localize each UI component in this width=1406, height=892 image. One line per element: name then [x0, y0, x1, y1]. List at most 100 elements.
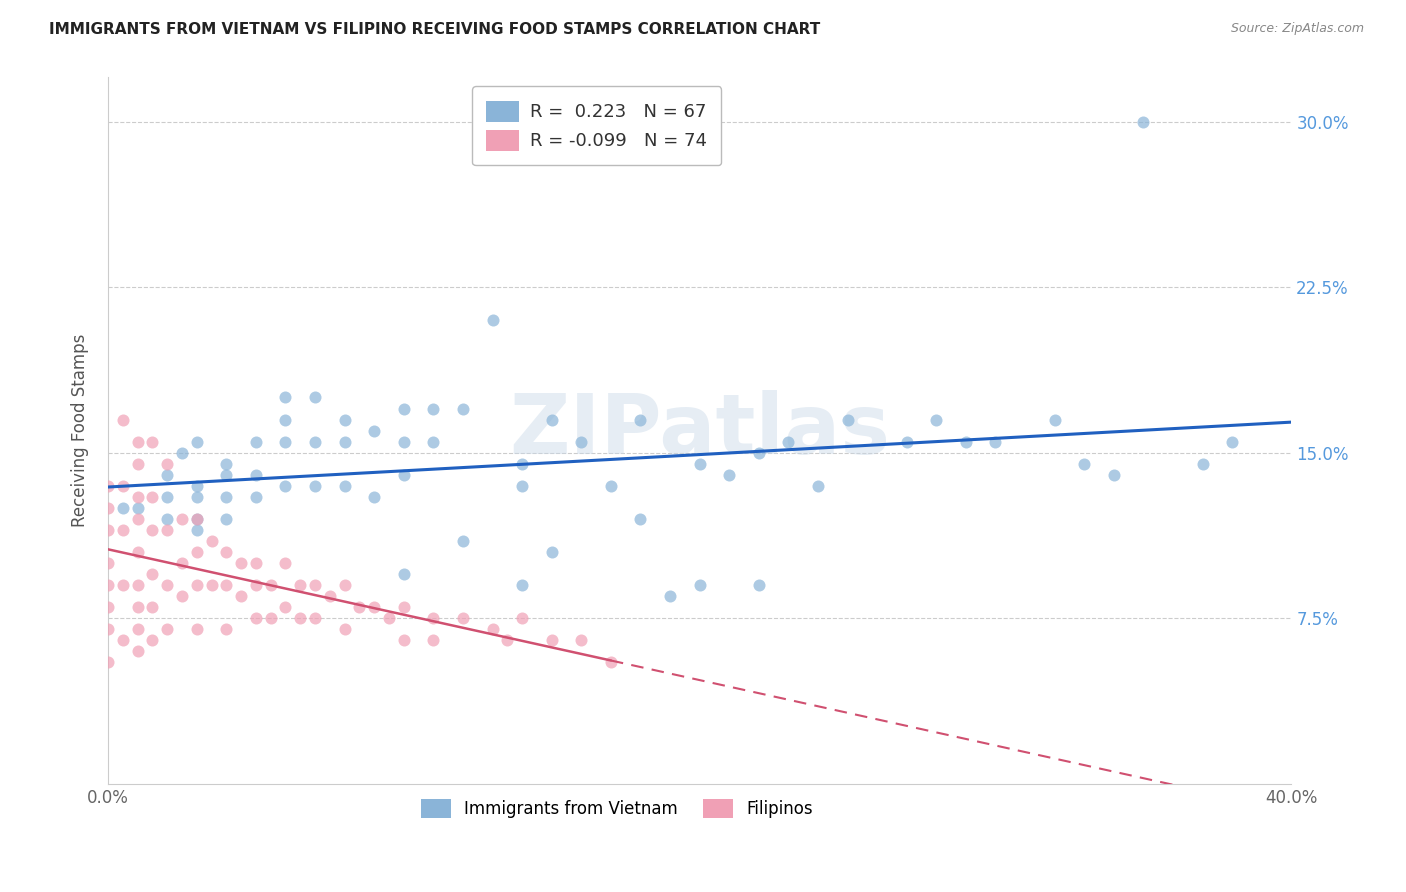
Point: [392, 401, 415, 416]
Point: [156, 490, 179, 504]
Point: [510, 611, 533, 625]
Point: [333, 479, 356, 493]
Point: [569, 434, 592, 449]
Point: [186, 523, 208, 537]
Point: [215, 545, 238, 559]
Point: [127, 545, 149, 559]
Point: [260, 611, 283, 625]
Point: [955, 434, 977, 449]
Legend: Immigrants from Vietnam, Filipinos: Immigrants from Vietnam, Filipinos: [415, 792, 820, 825]
Point: [111, 500, 134, 515]
Point: [451, 533, 474, 548]
Point: [1132, 114, 1154, 128]
Point: [290, 611, 312, 625]
Y-axis label: Receiving Food Stamps: Receiving Food Stamps: [72, 334, 89, 527]
Point: [186, 434, 208, 449]
Point: [170, 512, 193, 526]
Point: [304, 434, 326, 449]
Point: [170, 556, 193, 570]
Point: [127, 512, 149, 526]
Point: [600, 479, 623, 493]
Point: [97, 622, 120, 636]
Point: [689, 578, 711, 592]
Point: [510, 578, 533, 592]
Point: [363, 600, 385, 615]
Point: [141, 600, 163, 615]
Point: [274, 434, 297, 449]
Point: [111, 523, 134, 537]
Point: [422, 434, 444, 449]
Point: [496, 633, 519, 648]
Point: [156, 512, 179, 526]
Point: [97, 500, 120, 515]
Point: [1102, 467, 1125, 482]
Point: [392, 633, 415, 648]
Point: [186, 512, 208, 526]
Point: [245, 611, 267, 625]
Point: [141, 567, 163, 582]
Point: [156, 457, 179, 471]
Point: [333, 434, 356, 449]
Point: [97, 556, 120, 570]
Point: [290, 578, 312, 592]
Point: [170, 445, 193, 459]
Point: [260, 578, 283, 592]
Point: [186, 479, 208, 493]
Point: [186, 545, 208, 559]
Text: Source: ZipAtlas.com: Source: ZipAtlas.com: [1230, 22, 1364, 36]
Point: [245, 578, 267, 592]
Point: [111, 633, 134, 648]
Point: [510, 479, 533, 493]
Point: [97, 578, 120, 592]
Point: [304, 479, 326, 493]
Point: [97, 656, 120, 670]
Point: [215, 457, 238, 471]
Point: [392, 467, 415, 482]
Point: [451, 401, 474, 416]
Point: [363, 490, 385, 504]
Point: [778, 434, 800, 449]
Point: [319, 589, 342, 603]
Point: [689, 457, 711, 471]
Point: [304, 391, 326, 405]
Point: [245, 467, 267, 482]
Point: [392, 567, 415, 582]
Point: [170, 589, 193, 603]
Point: [333, 622, 356, 636]
Point: [156, 578, 179, 592]
Point: [141, 523, 163, 537]
Point: [540, 412, 562, 426]
Point: [274, 556, 297, 570]
Point: [718, 467, 741, 482]
Point: [215, 578, 238, 592]
Point: [1220, 434, 1243, 449]
Text: IMMIGRANTS FROM VIETNAM VS FILIPINO RECEIVING FOOD STAMPS CORRELATION CHART: IMMIGRANTS FROM VIETNAM VS FILIPINO RECE…: [49, 22, 821, 37]
Point: [200, 578, 222, 592]
Point: [127, 600, 149, 615]
Point: [141, 633, 163, 648]
Point: [97, 523, 120, 537]
Point: [363, 424, 385, 438]
Point: [127, 457, 149, 471]
Point: [274, 412, 297, 426]
Point: [481, 622, 503, 636]
Point: [156, 622, 179, 636]
Point: [229, 556, 252, 570]
Text: ZIPatlas: ZIPatlas: [509, 390, 890, 471]
Point: [127, 500, 149, 515]
Point: [215, 490, 238, 504]
Point: [245, 434, 267, 449]
Point: [304, 611, 326, 625]
Point: [245, 490, 267, 504]
Point: [186, 490, 208, 504]
Point: [229, 589, 252, 603]
Point: [127, 644, 149, 658]
Point: [540, 633, 562, 648]
Point: [127, 578, 149, 592]
Point: [510, 457, 533, 471]
Point: [451, 611, 474, 625]
Point: [215, 512, 238, 526]
Point: [422, 633, 444, 648]
Point: [111, 578, 134, 592]
Point: [127, 490, 149, 504]
